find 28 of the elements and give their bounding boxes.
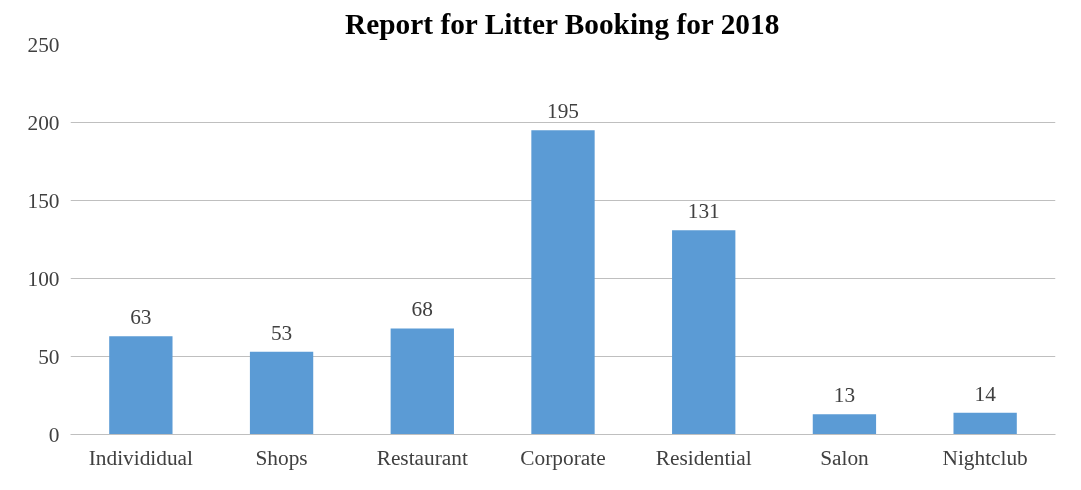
y-tick-label: 0 (48, 422, 60, 447)
y-tick-label: 200 (27, 110, 60, 135)
y-tick-label: 250 (27, 32, 60, 57)
data-label: 195 (547, 99, 579, 124)
bar (249, 351, 314, 435)
data-label: 63 (130, 305, 152, 330)
bar (672, 230, 736, 435)
chart-title: Report for Litter Booking for 2018 (345, 7, 780, 40)
bar (390, 328, 454, 435)
x-tick-label: Restaurant (376, 445, 468, 470)
x-tick-label: Nightclub (942, 445, 1028, 470)
bar (953, 412, 1017, 435)
x-tick-label: Individidual (88, 445, 194, 470)
bar (812, 414, 877, 435)
bar (109, 336, 173, 435)
x-tick-label: Shops (255, 445, 308, 470)
data-label: 68 (411, 297, 433, 322)
data-label: 13 (833, 383, 856, 408)
y-tick-label: 100 (27, 266, 60, 291)
x-tick-label: Corporate (520, 445, 606, 470)
bar (531, 130, 595, 435)
x-tick-label: Salon (820, 445, 870, 470)
data-label: 14 (974, 381, 997, 406)
data-label: 131 (687, 199, 720, 224)
y-tick-label: 150 (27, 188, 60, 213)
y-tick-label: 50 (38, 344, 60, 369)
data-label: 53 (270, 320, 293, 345)
x-tick-label: Residential (655, 445, 752, 470)
